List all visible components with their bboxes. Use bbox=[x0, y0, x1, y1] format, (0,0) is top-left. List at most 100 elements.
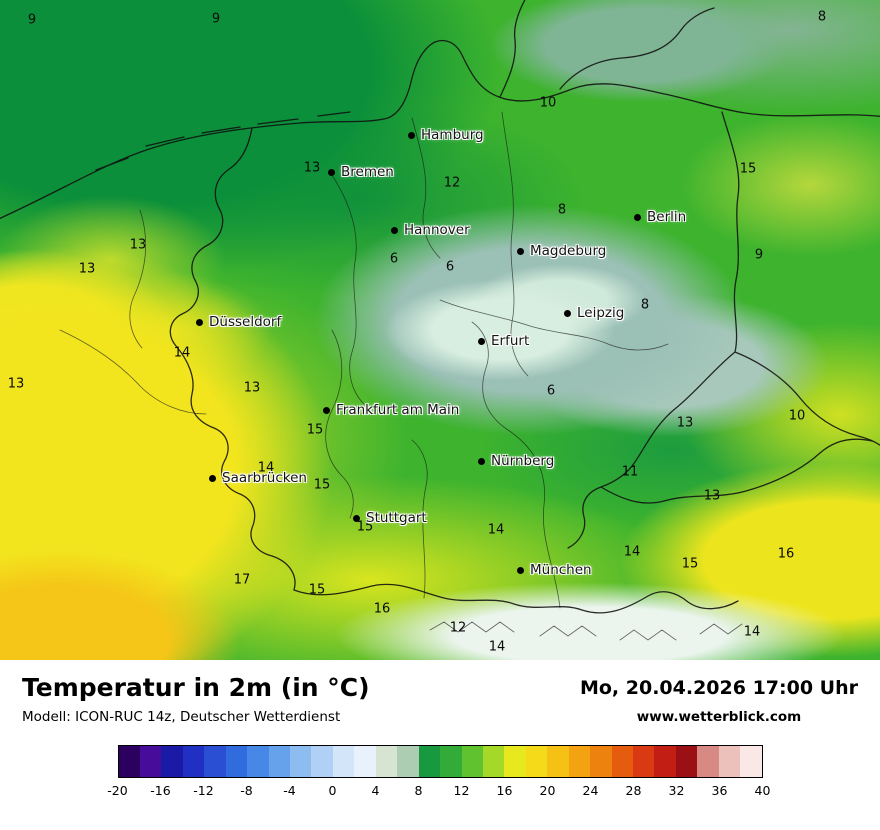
legend-color-segment bbox=[268, 746, 290, 777]
city-dot bbox=[196, 318, 203, 326]
legend-tick: -16 bbox=[150, 783, 171, 798]
alps-ridges bbox=[429, 621, 743, 641]
temperature-value: 6 bbox=[389, 251, 399, 267]
legend-tick: 20 bbox=[539, 783, 556, 798]
info-panel: Temperatur in 2m (in °C) Modell: ICON-RU… bbox=[0, 660, 880, 830]
city-label: Berlin bbox=[647, 209, 687, 225]
legend-color-segment bbox=[247, 746, 269, 777]
datetime-block: Mo, 20.04.2026 17:00 Uhr www.wetterblick… bbox=[580, 673, 858, 725]
city-dot bbox=[564, 309, 571, 317]
temperature-value: 9 bbox=[211, 11, 221, 27]
legend-tick: 36 bbox=[711, 783, 728, 798]
state-border-saxony bbox=[439, 299, 669, 351]
city-marker-saarbr-cken: Saarbrücken bbox=[209, 470, 307, 486]
legend-color-segment bbox=[161, 746, 183, 777]
temperature-value: 9 bbox=[27, 12, 37, 28]
temperature-value: 8 bbox=[640, 297, 650, 313]
city-label: München bbox=[530, 562, 592, 578]
city-label: Hannover bbox=[404, 222, 470, 238]
city-marker-bremen: Bremen bbox=[328, 164, 394, 180]
legend-color-segment bbox=[568, 746, 591, 777]
city-marker-n-rnberg: Nürnberg bbox=[478, 453, 554, 469]
temperature-value: 13 bbox=[129, 237, 147, 253]
temperature-value: 12 bbox=[443, 175, 461, 191]
coastline bbox=[0, 39, 880, 220]
legend-color-segment bbox=[525, 746, 548, 777]
info-header: Temperatur in 2m (in °C) Modell: ICON-RU… bbox=[22, 673, 858, 725]
legend-color-segment bbox=[375, 746, 398, 777]
state-border-bavaria bbox=[471, 321, 561, 609]
state-border-1 bbox=[411, 117, 441, 259]
state-border-2 bbox=[329, 171, 365, 405]
legend-color-segment bbox=[590, 746, 612, 777]
legend-tick: 16 bbox=[496, 783, 513, 798]
legend-color-segment bbox=[461, 746, 483, 777]
border-czech-east bbox=[734, 351, 880, 446]
border-west bbox=[169, 127, 296, 591]
legend-tick: 24 bbox=[582, 783, 599, 798]
temperature-value: 16 bbox=[777, 546, 795, 562]
map-datetime: Mo, 20.04.2026 17:00 Uhr bbox=[579, 677, 858, 699]
city-dot bbox=[517, 247, 524, 255]
city-dot bbox=[634, 213, 641, 221]
legend-tick: 12 bbox=[453, 783, 470, 798]
temperature-value: 15 bbox=[306, 422, 324, 438]
legend-color-segment bbox=[718, 746, 741, 777]
temperature-value: 17 bbox=[233, 572, 251, 588]
temperature-value: 9 bbox=[754, 247, 764, 263]
state-border-3 bbox=[501, 111, 529, 377]
legend-color-segment bbox=[311, 746, 333, 777]
temperature-legend: -20 -16 -12 -8 -4 0 4 8 12 16 20 24 28 32 36 40 bbox=[107, 745, 770, 801]
city-label: Bremen bbox=[341, 164, 394, 180]
legend-color-segment bbox=[482, 746, 505, 777]
city-dot bbox=[517, 566, 524, 574]
legend-color-segment bbox=[418, 746, 441, 777]
city-dot bbox=[391, 226, 398, 234]
legend-color-segment bbox=[611, 746, 633, 777]
temperature-value: 13 bbox=[243, 380, 261, 396]
temperature-value: 15 bbox=[739, 161, 757, 177]
temperature-value: 15 bbox=[356, 519, 374, 535]
city-marker-hannover: Hannover bbox=[391, 222, 470, 238]
islands bbox=[95, 111, 351, 171]
temperature-field bbox=[0, 0, 880, 660]
city-label: Erfurt bbox=[491, 333, 530, 349]
title-block: Temperatur in 2m (in °C) Modell: ICON-RU… bbox=[22, 673, 370, 725]
border-czech-south bbox=[600, 438, 873, 504]
legend-color-segment bbox=[547, 746, 569, 777]
city-marker-magdeburg: Magdeburg bbox=[517, 243, 606, 259]
temperature-map: 9 9 8 10 13 15 12 8 13 13 6 6 9 8 14 13 13 6 10 13 15 14 11 15 1… bbox=[0, 0, 880, 660]
legend-color-segment bbox=[697, 746, 719, 777]
city-label: Hamburg bbox=[421, 127, 484, 143]
legend-tick: -12 bbox=[193, 783, 214, 798]
legend-tick: 0 bbox=[328, 783, 337, 798]
legend-color-segment bbox=[225, 746, 248, 777]
map-borders-layer bbox=[0, 0, 880, 641]
temperature-value: 11 bbox=[621, 464, 639, 480]
temperature-value: 13 bbox=[78, 261, 96, 277]
temperature-value: 13 bbox=[7, 376, 25, 392]
legend-color-bar bbox=[117, 745, 763, 778]
temperature-value: 12 bbox=[449, 620, 467, 636]
city-marker-d-sseldorf: Düsseldorf bbox=[196, 314, 281, 330]
city-dot bbox=[408, 131, 415, 139]
legend-color-segment bbox=[290, 746, 312, 777]
legend-color-segment bbox=[139, 746, 162, 777]
temperature-value: 6 bbox=[546, 383, 556, 399]
legend-color-segment bbox=[633, 746, 655, 777]
state-border-hesse bbox=[325, 329, 354, 519]
temperature-value: 10 bbox=[788, 408, 806, 424]
legend-color-segment bbox=[740, 746, 762, 777]
city-marker-berlin: Berlin bbox=[634, 209, 686, 225]
city-dot bbox=[478, 457, 485, 465]
state-border-bw bbox=[411, 439, 428, 599]
city-label: Leipzig bbox=[577, 305, 625, 321]
website-text: www.wetterblick.com bbox=[636, 709, 802, 725]
legend-color-segment bbox=[332, 746, 355, 777]
city-dot bbox=[353, 514, 360, 522]
temperature-value: 16 bbox=[373, 601, 391, 617]
map-title: Temperatur in 2m (in °C) bbox=[22, 673, 370, 702]
city-label: Nürnberg bbox=[491, 453, 555, 469]
city-marker-erfurt: Erfurt bbox=[478, 333, 529, 349]
